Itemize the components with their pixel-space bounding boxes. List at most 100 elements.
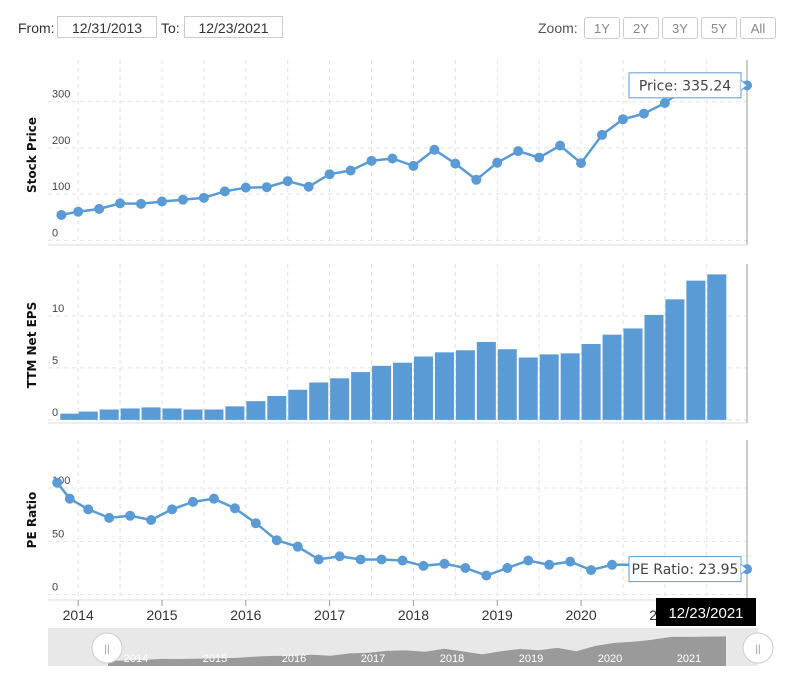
pe-point[interactable] bbox=[481, 570, 492, 581]
price-point[interactable] bbox=[471, 174, 482, 185]
eps-bar[interactable] bbox=[183, 409, 203, 420]
pe-point[interactable] bbox=[607, 559, 618, 570]
eps-bar[interactable] bbox=[120, 408, 140, 420]
price-point[interactable] bbox=[240, 182, 251, 193]
pe-point[interactable] bbox=[292, 541, 303, 552]
eps-bar[interactable] bbox=[497, 349, 517, 420]
price-point[interactable] bbox=[56, 209, 67, 220]
eps-bar[interactable] bbox=[518, 357, 538, 420]
eps-bar[interactable] bbox=[78, 411, 98, 420]
pe-point[interactable] bbox=[586, 565, 597, 576]
pe-point[interactable] bbox=[565, 556, 576, 567]
price-point[interactable] bbox=[513, 146, 524, 157]
price-point[interactable] bbox=[366, 155, 377, 166]
price-point[interactable] bbox=[659, 98, 670, 109]
pe-point[interactable] bbox=[376, 554, 387, 565]
eps-bar[interactable] bbox=[393, 362, 413, 420]
zoom-2y-button[interactable]: 2Y bbox=[623, 17, 659, 39]
pe-point[interactable] bbox=[146, 515, 157, 525]
eps-bar[interactable] bbox=[246, 401, 266, 420]
zoom-1y-button[interactable]: 1Y bbox=[584, 17, 620, 39]
pe-point[interactable] bbox=[334, 551, 345, 562]
pe-point[interactable] bbox=[167, 504, 178, 515]
pe-point[interactable] bbox=[502, 563, 513, 573]
eps-bar[interactable] bbox=[267, 395, 287, 420]
eps-bar[interactable] bbox=[204, 409, 224, 420]
pe-point[interactable] bbox=[523, 555, 534, 566]
price-point[interactable] bbox=[156, 196, 167, 207]
eps-bar[interactable] bbox=[372, 365, 392, 420]
eps-bar[interactable] bbox=[60, 413, 80, 420]
price-point[interactable] bbox=[115, 198, 126, 209]
pe-point[interactable] bbox=[187, 496, 198, 507]
to-date-input[interactable]: 12/23/2021 bbox=[184, 16, 283, 38]
pe-point[interactable] bbox=[460, 563, 471, 573]
zoom-all-button[interactable]: All bbox=[740, 17, 776, 39]
pe-point[interactable] bbox=[439, 558, 450, 569]
price-point[interactable] bbox=[261, 182, 272, 193]
pe-point[interactable] bbox=[64, 493, 75, 504]
eps-bar[interactable] bbox=[539, 354, 559, 420]
price-point[interactable] bbox=[219, 186, 230, 197]
eps-bar[interactable] bbox=[309, 382, 329, 420]
zoom-3y-button[interactable]: 3Y bbox=[662, 17, 698, 39]
zoom-5y-button[interactable]: 5Y bbox=[701, 17, 737, 39]
eps-bar[interactable] bbox=[707, 274, 727, 420]
pe-point[interactable] bbox=[544, 559, 555, 570]
price-point[interactable] bbox=[387, 153, 398, 164]
pe-point[interactable] bbox=[355, 554, 366, 565]
price-point[interactable] bbox=[408, 160, 419, 171]
price-point[interactable] bbox=[638, 108, 649, 119]
price-point[interactable] bbox=[429, 144, 440, 155]
eps-bar[interactable] bbox=[560, 353, 580, 420]
navigator-right-handle[interactable]: || bbox=[742, 632, 774, 664]
pe-point[interactable] bbox=[250, 518, 261, 529]
price-point[interactable] bbox=[282, 176, 293, 187]
pe-point[interactable] bbox=[418, 560, 429, 571]
eps-bar[interactable] bbox=[434, 352, 454, 420]
price-point[interactable] bbox=[345, 165, 356, 176]
pe-point[interactable] bbox=[52, 477, 63, 488]
price-point[interactable] bbox=[73, 206, 84, 217]
price-point[interactable] bbox=[576, 158, 587, 169]
from-date-input[interactable]: 12/31/2013 bbox=[57, 16, 157, 38]
navigator-left-handle[interactable]: || bbox=[91, 632, 123, 664]
eps-bar[interactable] bbox=[413, 356, 433, 420]
price-point[interactable] bbox=[303, 181, 314, 192]
eps-bar[interactable] bbox=[351, 372, 371, 420]
price-point[interactable] bbox=[177, 194, 188, 205]
price-point[interactable] bbox=[324, 169, 335, 180]
eps-bar[interactable] bbox=[476, 341, 496, 420]
price-point[interactable] bbox=[492, 157, 503, 168]
pe-point[interactable] bbox=[313, 554, 324, 565]
price-point[interactable] bbox=[136, 198, 147, 209]
eps-bar[interactable] bbox=[141, 407, 161, 420]
eps-bar[interactable] bbox=[455, 350, 475, 420]
eps-bar[interactable] bbox=[99, 409, 119, 420]
price-point[interactable] bbox=[555, 140, 566, 151]
pe-point[interactable] bbox=[125, 510, 136, 521]
price-point[interactable] bbox=[450, 158, 461, 169]
eps-bar[interactable] bbox=[644, 314, 664, 420]
price-point[interactable] bbox=[198, 192, 209, 203]
eps-bar[interactable] bbox=[581, 344, 601, 420]
pe-point[interactable] bbox=[83, 504, 94, 515]
pe-point[interactable] bbox=[208, 493, 219, 504]
pe-point[interactable] bbox=[271, 535, 282, 546]
price-point[interactable] bbox=[597, 129, 608, 140]
price-point[interactable] bbox=[94, 203, 105, 214]
eps-bar[interactable] bbox=[602, 334, 622, 420]
eps-bar[interactable] bbox=[623, 328, 643, 420]
price-point[interactable] bbox=[534, 152, 545, 163]
eps-bar[interactable] bbox=[330, 378, 350, 420]
eps-bar[interactable] bbox=[665, 299, 685, 420]
price-point[interactable] bbox=[617, 114, 628, 125]
pe-point[interactable] bbox=[104, 512, 115, 523]
pe-point[interactable] bbox=[229, 503, 240, 514]
eps-bar[interactable] bbox=[225, 406, 245, 420]
eps-bar[interactable] bbox=[162, 408, 182, 420]
eps-bar[interactable] bbox=[686, 280, 706, 420]
pe-point[interactable] bbox=[397, 555, 408, 566]
eps-bar[interactable] bbox=[288, 389, 308, 420]
